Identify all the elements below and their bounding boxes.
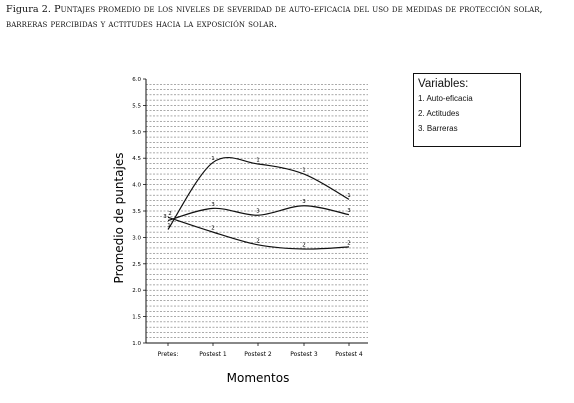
x-tick-labels: Pretes: Postest 1 Postest 2 Postest 3 Postes… — [158, 343, 363, 358]
x-tick-label: Postest 2 — [244, 351, 272, 358]
y-tick-label: 1.0 — [132, 341, 141, 347]
series-marker-1: 1 — [347, 193, 351, 199]
series-marker-1: 1 — [167, 223, 171, 229]
series-marker-2: 2 — [347, 240, 351, 246]
series-marker-2: 2 — [256, 238, 260, 244]
series-marker-3: 3 — [347, 208, 351, 214]
legend-item-auto-eficacia: 1. Auto-eficacia — [418, 94, 473, 103]
y-tick-label: 5.0 — [132, 130, 141, 136]
series-line-2 — [167, 216, 350, 250]
y-tick-label: 2.5 — [132, 262, 141, 268]
series-marker-1: 1 — [302, 168, 306, 174]
y-tick-label: 6.0 — [132, 77, 141, 83]
figure-caption: Figura 2. Puntajes promedio de los nivel… — [6, 2, 572, 32]
series-marker-3: 3 — [302, 199, 306, 205]
legend-item-barreras: 3. Barreras — [418, 124, 458, 133]
x-tick-label: Postest 1 — [199, 351, 227, 358]
series-lines — [167, 157, 350, 250]
series-marker-2: 2 — [211, 226, 215, 232]
series-line-3 — [167, 205, 350, 222]
figure-label: Figura 2. — [6, 4, 52, 15]
series-marker-1: 1 — [211, 156, 215, 162]
y-tick-label: 1.5 — [132, 315, 141, 321]
y-tick-label: 5.5 — [132, 103, 141, 109]
y-tick-label: 4.5 — [132, 156, 141, 162]
y-tick-label: 2.0 — [132, 288, 141, 294]
legend: Variables: 1. Auto-eficacia 2. Actitudes… — [413, 73, 521, 147]
grid-lines — [146, 84, 368, 338]
legend-item-actitudes: 2. Actitudes — [418, 109, 460, 118]
series-line-1 — [167, 157, 350, 230]
y-axis-label: Promedio de puntajes — [112, 153, 126, 284]
x-tick-label: Postest 3 — [290, 351, 318, 358]
series-marker-2: 2 — [168, 211, 172, 217]
legend-title: Variables: — [418, 78, 469, 90]
series-marker-2: 2 — [302, 243, 306, 249]
y-tick-label: 3.5 — [132, 209, 141, 215]
series-marker-3: 3 — [211, 202, 215, 208]
series-marker-1: 1 — [256, 158, 260, 164]
x-tick-label: Postest 4 — [335, 351, 363, 358]
x-axis-label: Momentos — [227, 371, 290, 385]
series-marker-3: 3 — [256, 209, 260, 215]
series-marker-3: 3 — [163, 214, 167, 220]
y-tick-label: 3.0 — [132, 235, 141, 241]
y-tick-labels: 1.0 1.5 2.0 2.5 3.0 3.5 4.0 4.5 5.0 5.5 6.0 — [132, 77, 146, 347]
figure-caption-text: Puntajes promedio de los niveles de seve… — [6, 4, 543, 30]
x-tick-label: Pretes: — [158, 351, 179, 358]
y-tick-label: 4.0 — [132, 183, 141, 189]
